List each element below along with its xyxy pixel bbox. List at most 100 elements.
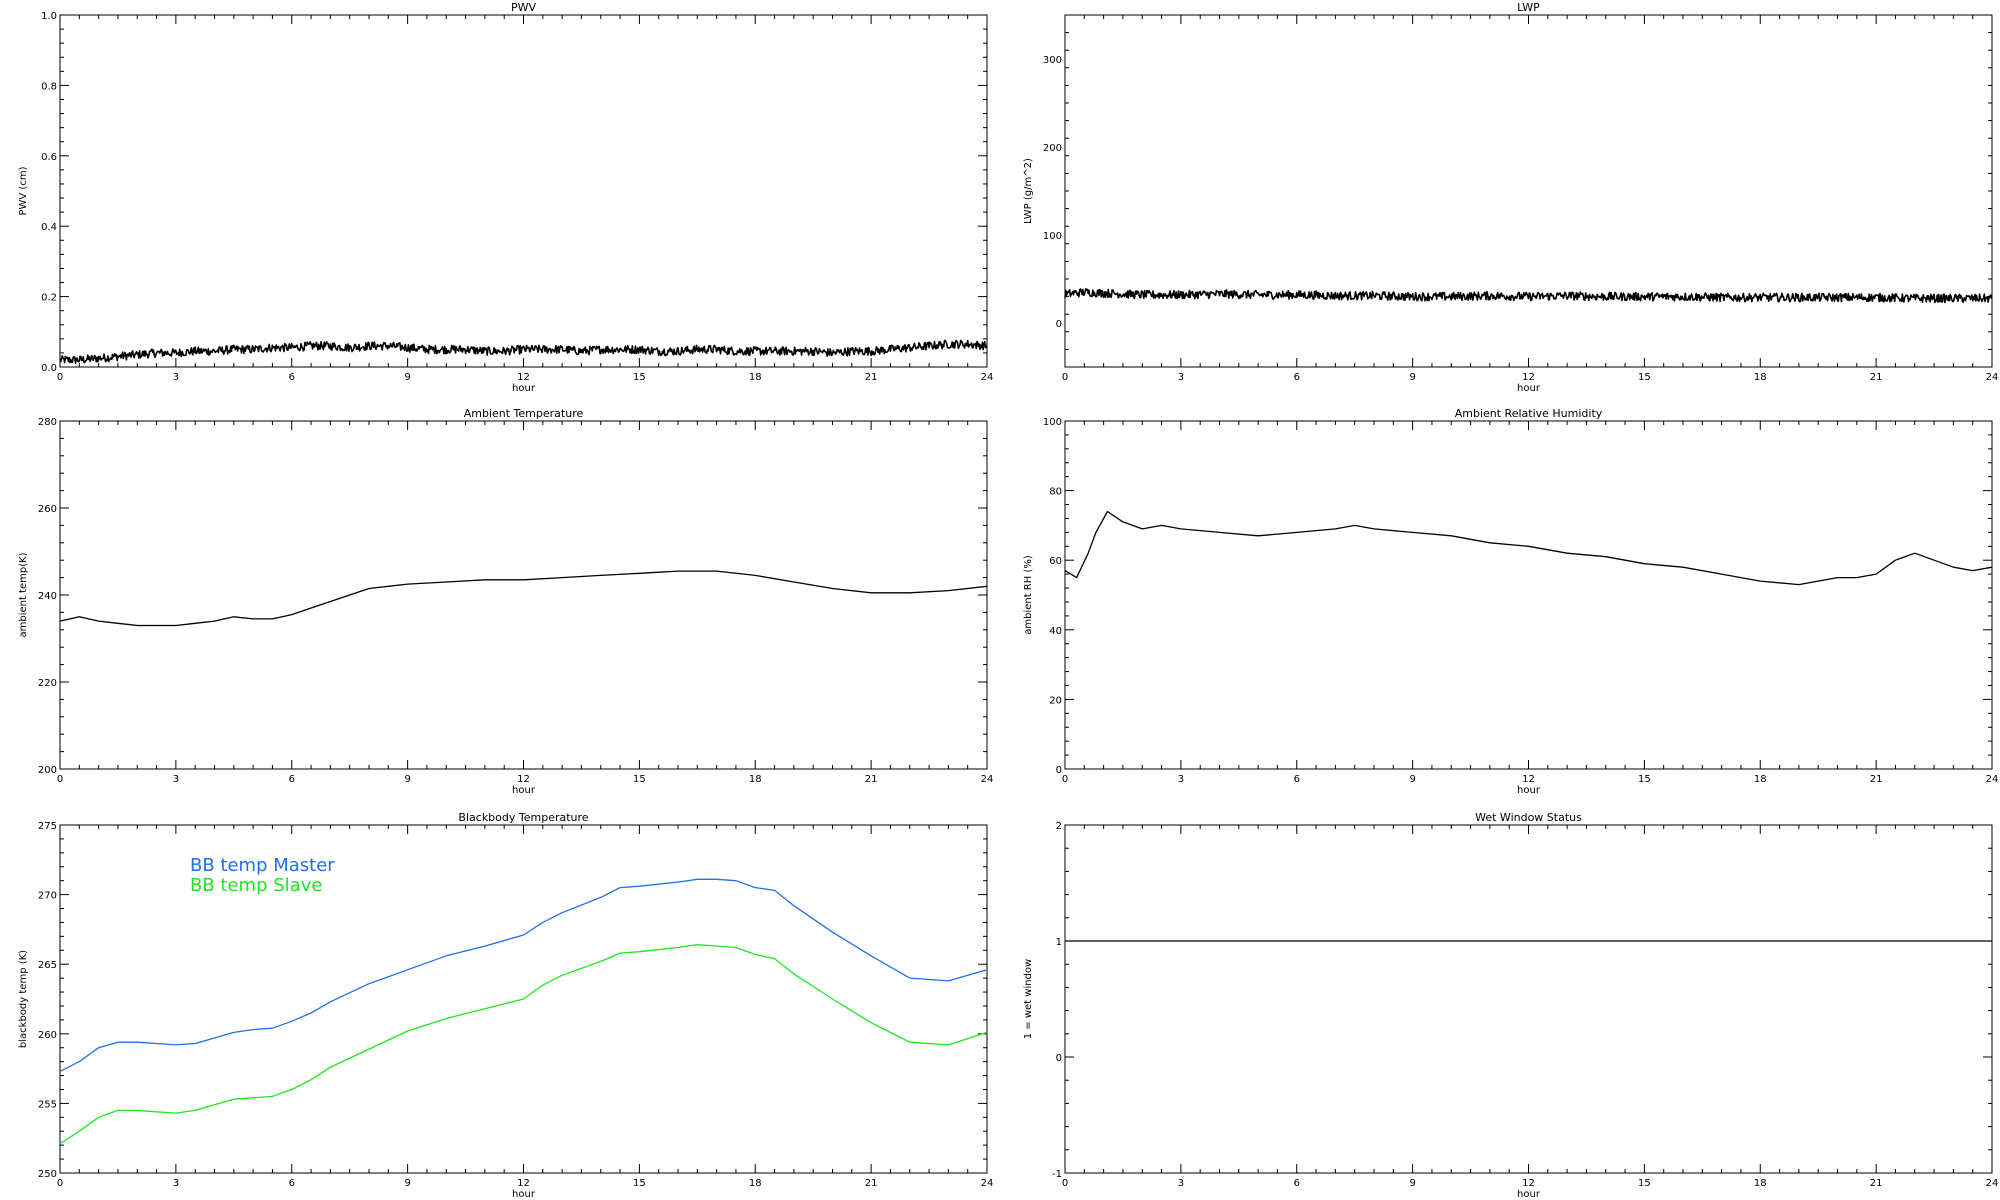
y-tick-label: 100 (1043, 417, 1062, 428)
y-axis-label: PWV (cm) (18, 166, 29, 215)
series-line (59, 339, 988, 365)
y-tick-label: 270 (38, 891, 57, 902)
y-axis-label: LWP (g/m^2) (1023, 158, 1034, 224)
series-line (1064, 510, 1993, 586)
y-tick-label: 60 (1049, 556, 1062, 567)
y-tick-label: 250 (38, 1169, 57, 1180)
x-axis-label: hour (512, 383, 536, 394)
y-tick-label: 100 (1043, 231, 1062, 242)
plot-frame (1064, 420, 1993, 770)
y-tick-label: 0.2 (41, 293, 57, 304)
x-tick-label: 21 (865, 774, 878, 785)
chart-panel: PWV 0 3 6 9 12 15 18 21 24 hour 0.0 0.2 0.4 0.6 0.8 1.0 P… (18, 1, 993, 394)
x-tick-label: 0 (1062, 1178, 1068, 1189)
x-tick-label: 0 (57, 774, 63, 785)
series-line (1064, 287, 1993, 304)
x-tick-label: 6 (1294, 1178, 1300, 1189)
x-tick-label: 21 (865, 1178, 878, 1189)
x-tick-label: 15 (1638, 1178, 1651, 1189)
x-tick-label: 3 (173, 774, 179, 785)
x-tick-label: 0 (57, 1178, 63, 1189)
x-tick-label: 12 (517, 1178, 530, 1189)
y-tick-label: 0 (1056, 765, 1062, 776)
x-axis-label: hour (1517, 785, 1541, 796)
x-tick-label: 6 (289, 372, 295, 383)
x-tick-label: 12 (517, 372, 530, 383)
y-tick-label: 300 (1043, 55, 1062, 66)
x-axis-label: hour (1517, 383, 1541, 394)
x-tick-label: 12 (1522, 774, 1535, 785)
x-tick-label: 0 (57, 372, 63, 383)
x-axis-label: hour (512, 785, 536, 796)
x-axis-label: hour (1517, 1189, 1541, 1200)
legend-entry: BB temp Slave (190, 875, 322, 896)
x-tick-label: 3 (173, 372, 179, 383)
x-tick-label: 6 (1294, 372, 1300, 383)
y-axis-label: ambient temp(K) (18, 552, 29, 637)
x-tick-label: 21 (1870, 1178, 1883, 1189)
chart-panel: Ambient Relative Humidity 0 3 6 9 12 15 18 21 24 h… (1023, 407, 1998, 796)
y-tick-label: 255 (38, 1099, 57, 1110)
x-tick-label: 0 (1062, 774, 1068, 785)
y-tick-label: 280 (38, 417, 57, 428)
x-axis-label: hour (512, 1189, 536, 1200)
chart-panel: Ambient Temperature 0 3 6 9 12 15 18 21 24 hour 200… (18, 407, 993, 796)
series-line (59, 570, 988, 627)
x-tick-label: 15 (633, 372, 646, 383)
y-tick-label: 1.0 (41, 11, 57, 22)
y-tick-label: 1 (1056, 937, 1062, 948)
x-tick-label: 9 (1409, 1178, 1415, 1189)
x-tick-label: 6 (289, 1178, 295, 1189)
x-tick-label: 24 (981, 774, 994, 785)
x-tick-label: 6 (1294, 774, 1300, 785)
y-tick-label: 200 (38, 765, 57, 776)
x-tick-label: 15 (1638, 774, 1651, 785)
x-tick-label: 9 (404, 1178, 410, 1189)
y-tick-label: 0.4 (41, 222, 57, 233)
x-tick-label: 18 (749, 1178, 762, 1189)
x-tick-label: 12 (1522, 1178, 1535, 1189)
chart-title: Wet Window Status (1475, 811, 1582, 824)
legend-entry: BB temp Master (190, 855, 335, 876)
y-tick-label: 275 (38, 821, 57, 832)
x-tick-label: 12 (1522, 372, 1535, 383)
y-axis-label: 1 = wet window (1023, 959, 1034, 1039)
x-tick-label: 9 (1409, 774, 1415, 785)
x-tick-label: 12 (517, 774, 530, 785)
x-tick-label: 3 (1178, 372, 1184, 383)
x-tick-label: 9 (404, 774, 410, 785)
chart-title: Blackbody Temperature (458, 811, 588, 824)
y-tick-label: 220 (38, 678, 57, 689)
x-tick-label: 24 (1986, 1178, 1999, 1189)
y-axis-label: blackbody temp (K) (18, 950, 29, 1048)
y-axis-label: ambient RH (%) (1023, 555, 1034, 635)
plot-frame (1064, 824, 1993, 1174)
plot-frame (1064, 14, 1993, 368)
x-tick-label: 15 (633, 774, 646, 785)
y-tick-label: 0.0 (41, 363, 57, 374)
y-tick-label: -1 (1052, 1169, 1062, 1180)
x-tick-label: 15 (633, 1178, 646, 1189)
y-tick-label: 240 (38, 591, 57, 602)
y-tick-label: 0 (1056, 1053, 1062, 1064)
x-tick-label: 21 (1870, 372, 1883, 383)
series-line (59, 878, 988, 1072)
x-tick-label: 24 (1986, 372, 1999, 383)
y-tick-label: 20 (1049, 695, 1062, 706)
x-tick-label: 18 (1754, 1178, 1767, 1189)
x-tick-label: 3 (173, 1178, 179, 1189)
y-tick-label: 265 (38, 960, 57, 971)
y-tick-label: 0 (1056, 319, 1062, 330)
x-tick-label: 18 (1754, 372, 1767, 383)
chart-panel: LWP 0 3 6 9 12 15 18 21 24 hour 0 100 200 300 LWP (g/m^… (1023, 1, 1998, 394)
x-tick-label: 9 (404, 372, 410, 383)
plot-frame (59, 420, 988, 770)
y-tick-label: 80 (1049, 487, 1062, 498)
y-tick-label: 200 (1043, 143, 1062, 154)
x-tick-label: 21 (1870, 774, 1883, 785)
chart-title: Ambient Temperature (464, 407, 584, 420)
x-tick-label: 9 (1409, 372, 1415, 383)
chart-title: LWP (1517, 1, 1540, 14)
